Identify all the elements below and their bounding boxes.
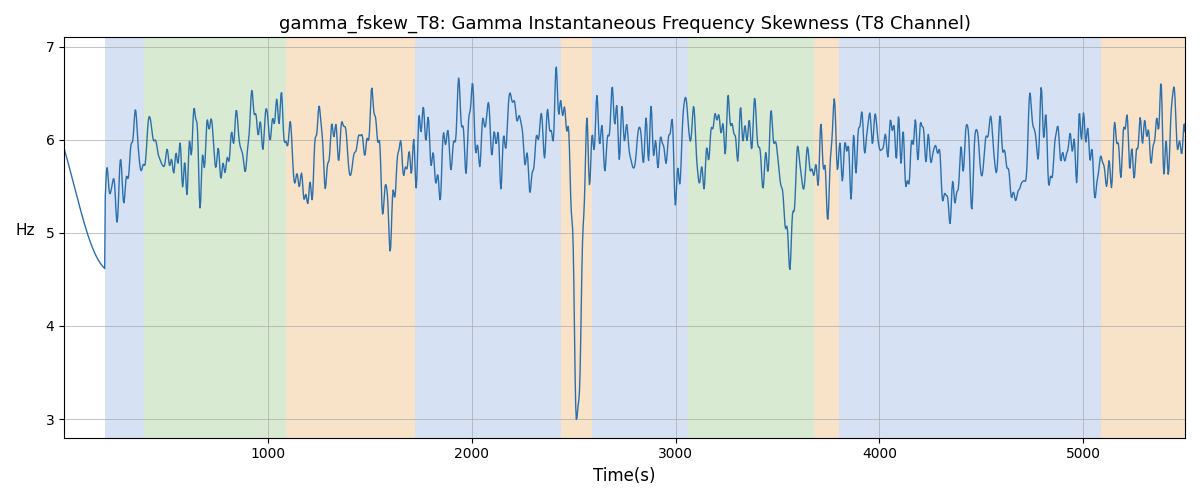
Bar <box>104 38 144 438</box>
Bar <box>144 38 287 438</box>
Bar <box>592 38 688 438</box>
Bar <box>814 38 839 438</box>
Bar <box>415 38 562 438</box>
Bar <box>839 38 1102 438</box>
Y-axis label: Hz: Hz <box>16 222 35 238</box>
Bar <box>287 38 415 438</box>
Bar <box>688 38 814 438</box>
Bar <box>562 38 592 438</box>
Title: gamma_fskew_T8: Gamma Instantaneous Frequency Skewness (T8 Channel): gamma_fskew_T8: Gamma Instantaneous Freq… <box>278 15 971 34</box>
Bar <box>1102 38 1186 438</box>
X-axis label: Time(s): Time(s) <box>593 467 656 485</box>
